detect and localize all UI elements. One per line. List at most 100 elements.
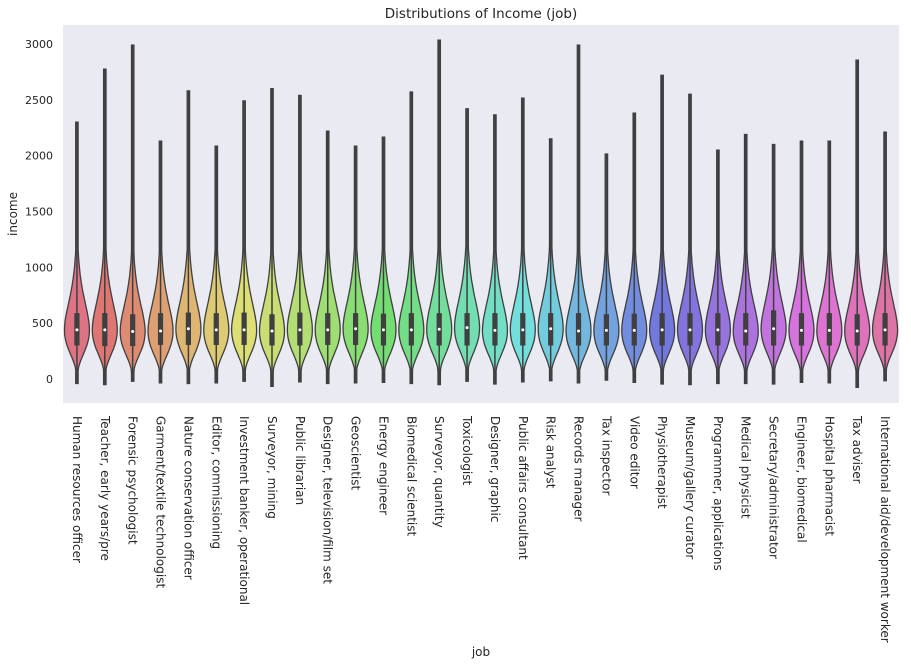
violin-29: [871, 131, 899, 382]
x-tick-label: Surveyor, mining: [265, 416, 279, 519]
violin-median: [131, 330, 135, 334]
x-tick-label: Designer, graphic: [488, 416, 502, 522]
violin-17: [537, 138, 564, 382]
x-tick-label: Medical physicist: [739, 416, 753, 519]
violin-6: [230, 100, 258, 382]
x-tick-label: Biomedical scientist: [404, 416, 418, 536]
x-tick-label: Nature conservation officer: [181, 416, 195, 580]
violin-median: [549, 327, 553, 331]
y-tick-label: 1000: [25, 261, 53, 274]
violin-median: [186, 327, 190, 331]
x-tick-label: Hospital pharmacist: [822, 416, 836, 536]
violin-iqr-box: [743, 313, 749, 346]
violin-median: [604, 328, 608, 332]
violin-median: [409, 328, 413, 332]
violin-median: [688, 328, 692, 332]
violin-16: [509, 97, 536, 383]
violin-median: [298, 328, 302, 332]
x-axis-label: job: [471, 645, 490, 659]
violin-21: [648, 74, 676, 385]
violin-2: [119, 44, 146, 382]
violin-median: [632, 328, 636, 332]
x-tick-label: Tax adviser: [850, 415, 864, 484]
violin-10: [342, 145, 369, 384]
violin-iqr-box: [464, 313, 470, 346]
y-tick-label: 2500: [25, 94, 53, 107]
x-tick-label: Programmer, applications: [711, 416, 725, 571]
violin-11: [370, 136, 397, 384]
violin-median: [270, 329, 274, 333]
x-tick-label: Museum/gallery curator: [683, 416, 697, 559]
violin-median: [660, 328, 664, 332]
x-tick-label: Engineer, biomedical: [794, 416, 808, 543]
violin-8: [286, 94, 313, 383]
violin-15: [481, 114, 509, 385]
x-tick-label: Forensic psychologist: [126, 416, 140, 545]
x-tick-label: Records manager: [572, 416, 586, 522]
violin-19: [593, 153, 620, 381]
y-tick-label: 2000: [25, 150, 53, 163]
x-tick-label: Video editor: [627, 416, 641, 489]
violin-27: [816, 140, 843, 384]
violin-14: [453, 108, 481, 382]
violin-22: [676, 93, 704, 386]
violin-median: [381, 328, 385, 332]
x-tick-label: Surveyor, quantity: [432, 416, 446, 528]
violin-median: [493, 328, 497, 332]
x-tick-label: Risk analyst: [544, 416, 558, 489]
x-tick-label: Garment/textile technologist: [154, 416, 168, 588]
violin-median: [855, 329, 859, 333]
violin-median: [214, 328, 218, 332]
violin-26: [788, 140, 815, 384]
violin-median: [772, 327, 776, 331]
x-tick-label: Physiotherapist: [655, 416, 669, 509]
y-tick-label: 500: [32, 317, 53, 330]
violin-0: [63, 121, 91, 385]
x-tick-label: Public librarian: [293, 416, 307, 505]
x-tick-label: Public affairs consultant: [516, 416, 530, 560]
violin-iqr-box: [575, 313, 582, 346]
x-tick-label: Tax inspector: [599, 415, 613, 495]
violin-median: [521, 328, 525, 332]
violin-7: [258, 88, 286, 387]
violin-median: [242, 328, 246, 332]
x-tick-label: Teacher, early years/pre: [98, 415, 112, 561]
plot-area: [63, 25, 899, 403]
violin-1: [91, 68, 118, 386]
violin-iqr-box: [157, 313, 164, 345]
violin-13: [426, 39, 453, 386]
violin-median: [577, 329, 581, 333]
violin-median: [326, 328, 330, 332]
violin-24: [732, 133, 759, 385]
x-tick-label: Energy engineer: [376, 416, 390, 515]
violin-median: [465, 326, 469, 330]
violin-28: [844, 59, 871, 389]
y-tick-label: 0: [46, 373, 53, 386]
chart-title: Distributions of Income (job): [385, 6, 577, 22]
x-tick-label: Geoscientist: [349, 416, 363, 490]
violin-median: [716, 328, 720, 332]
violin-median: [354, 327, 358, 331]
violin-median: [103, 328, 107, 332]
x-tick-label: Designer, television/film set: [321, 416, 335, 584]
x-tick-label: International aid/development worker: [878, 416, 892, 643]
violin-18: [565, 44, 592, 384]
violin-23: [704, 149, 732, 385]
y-tick-label: 3000: [25, 38, 53, 51]
violin-9: [314, 130, 341, 385]
y-tick-label: 1500: [25, 206, 53, 219]
x-tick-label: Toxicologist: [460, 415, 474, 486]
violin-4: [175, 90, 202, 385]
x-tick-label: Editor, commissioning: [209, 416, 223, 549]
violin-median: [159, 329, 163, 333]
x-tick-label: Secretary/administrator: [767, 416, 781, 559]
violin-20: [621, 112, 648, 384]
violin-median: [75, 328, 79, 332]
violin-median: [744, 329, 748, 333]
violin-3: [147, 140, 174, 384]
violin-median: [883, 328, 887, 332]
violin-25: [760, 143, 787, 385]
x-tick-label: Investment banker, operational: [237, 416, 251, 605]
y-axis-label: income: [6, 192, 20, 236]
